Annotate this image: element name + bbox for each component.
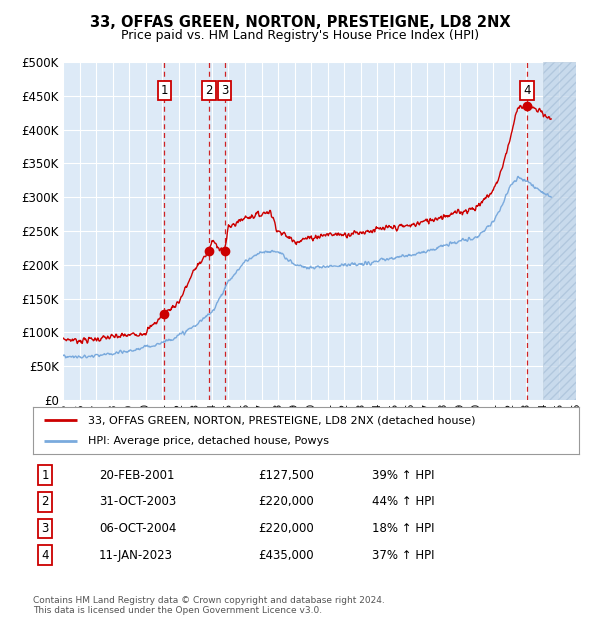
Text: 2: 2 [41,495,49,508]
Text: 4: 4 [523,84,530,97]
Text: 06-OCT-2004: 06-OCT-2004 [99,522,176,535]
Text: 20-FEB-2001: 20-FEB-2001 [99,469,175,482]
Text: 3: 3 [221,84,228,97]
Text: 2: 2 [205,84,213,97]
Text: 1: 1 [161,84,168,97]
Text: 18% ↑ HPI: 18% ↑ HPI [372,522,434,535]
Text: 3: 3 [41,522,49,535]
Bar [543,62,584,400]
Text: £435,000: £435,000 [258,549,314,562]
Text: 1: 1 [41,469,49,482]
Text: 11-JAN-2023: 11-JAN-2023 [99,549,173,562]
Text: 33, OFFAS GREEN, NORTON, PRESTEIGNE, LD8 2NX (detached house): 33, OFFAS GREEN, NORTON, PRESTEIGNE, LD8… [88,415,475,425]
Text: £220,000: £220,000 [258,495,314,508]
Text: 31-OCT-2003: 31-OCT-2003 [99,495,176,508]
Text: 39% ↑ HPI: 39% ↑ HPI [372,469,434,482]
Text: Contains HM Land Registry data © Crown copyright and database right 2024.
This d: Contains HM Land Registry data © Crown c… [33,596,385,615]
Text: £220,000: £220,000 [258,522,314,535]
Text: £127,500: £127,500 [258,469,314,482]
Text: 44% ↑ HPI: 44% ↑ HPI [372,495,434,508]
Text: HPI: Average price, detached house, Powys: HPI: Average price, detached house, Powy… [88,436,329,446]
Text: 37% ↑ HPI: 37% ↑ HPI [372,549,434,562]
Text: 4: 4 [41,549,49,562]
Text: Price paid vs. HM Land Registry's House Price Index (HPI): Price paid vs. HM Land Registry's House … [121,29,479,42]
Text: 33, OFFAS GREEN, NORTON, PRESTEIGNE, LD8 2NX: 33, OFFAS GREEN, NORTON, PRESTEIGNE, LD8… [89,16,511,30]
